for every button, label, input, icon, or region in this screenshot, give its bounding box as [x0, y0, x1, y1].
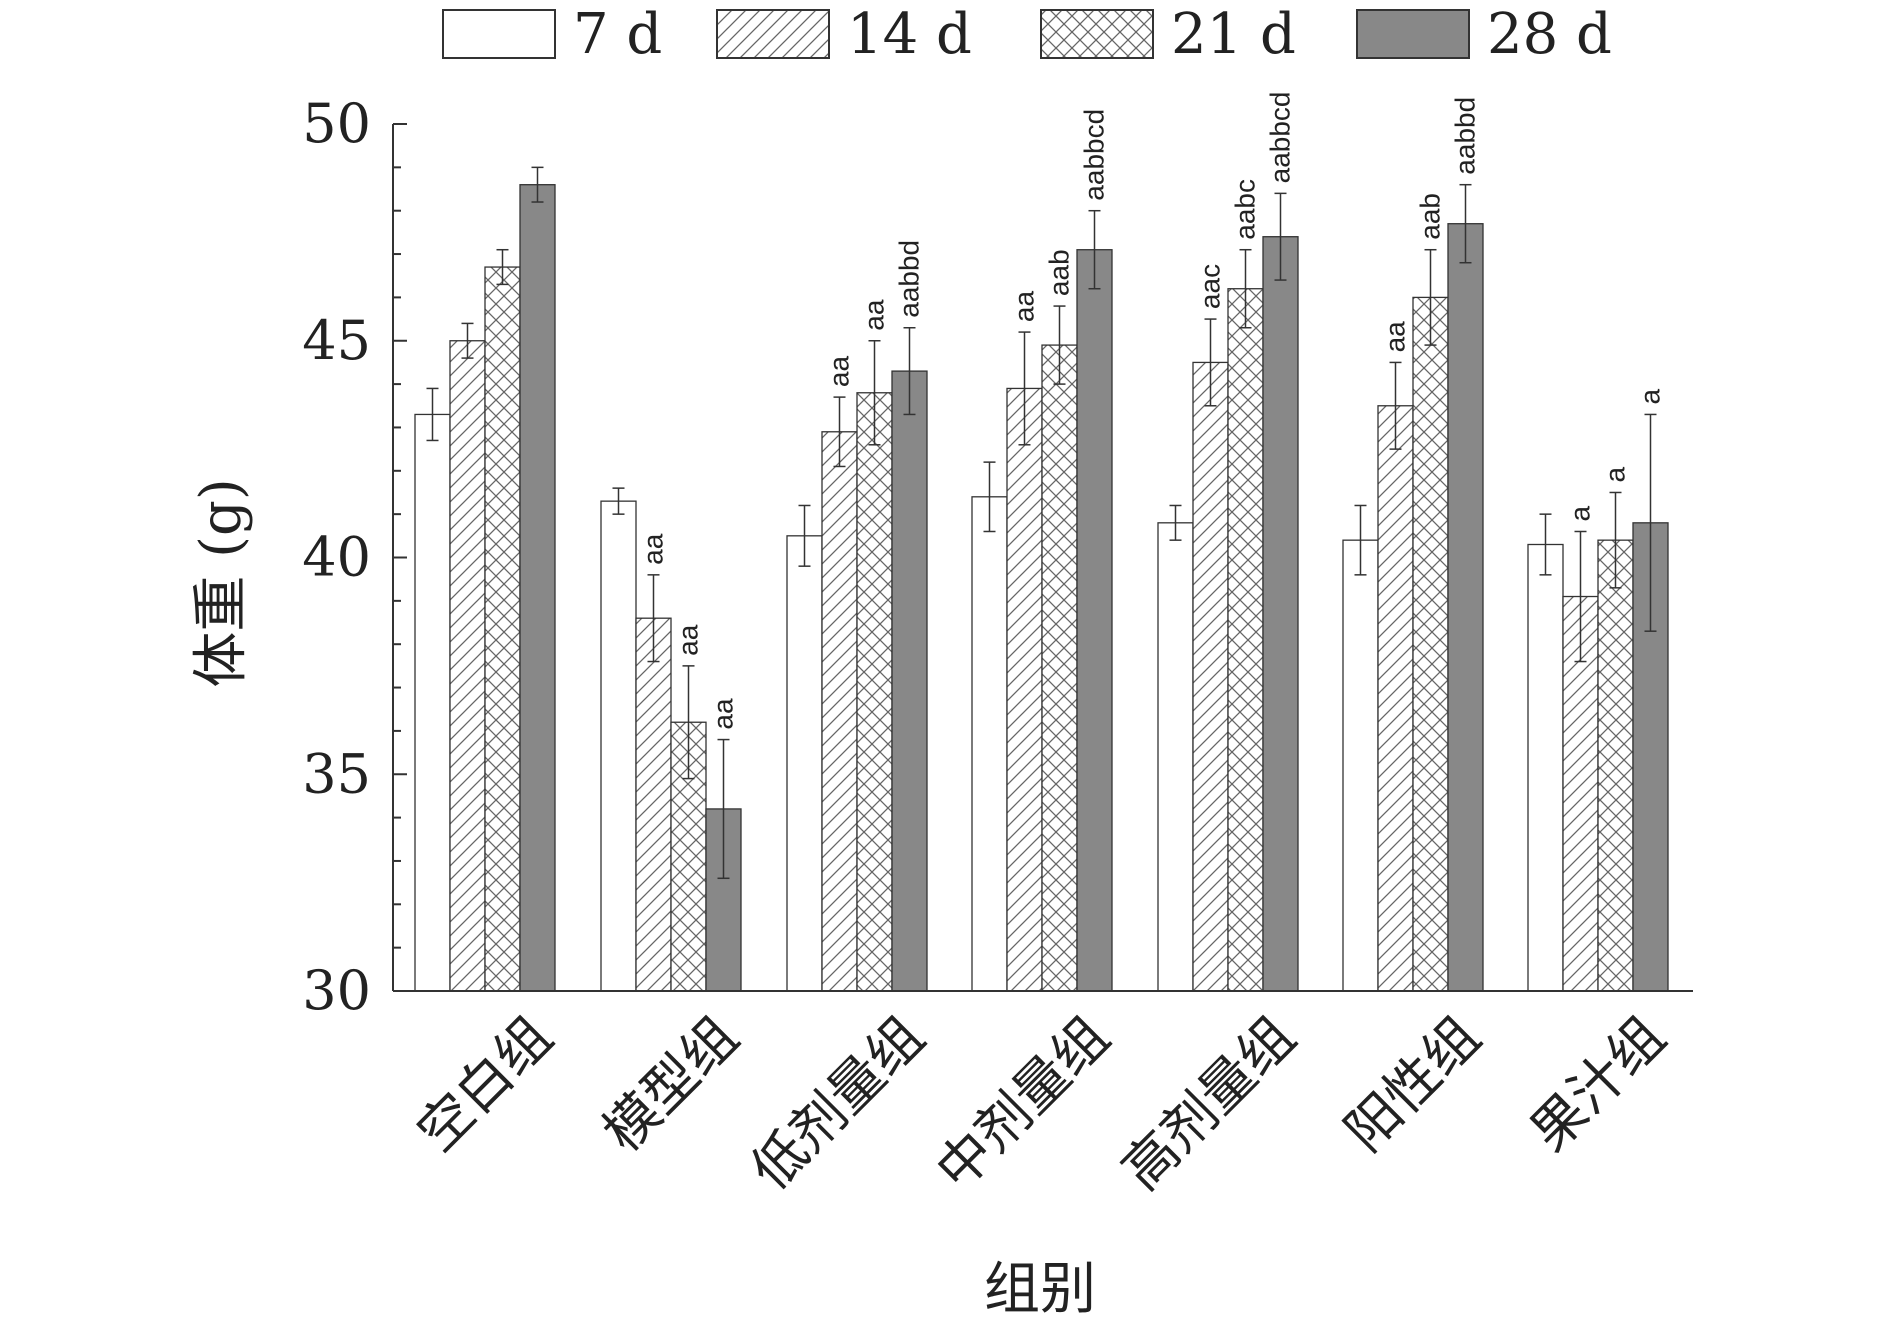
bar	[449, 340, 486, 992]
significance-label: aabbd	[894, 240, 925, 318]
bar-group: aa aa aa	[600, 487, 742, 992]
y-axis-label: 体重 (g)	[189, 478, 254, 687]
bar	[971, 496, 1008, 992]
bar	[600, 500, 637, 992]
legend-swatch	[716, 9, 830, 59]
x-tick-label: 模型组	[591, 1005, 750, 1164]
legend-label: 28 d	[1487, 2, 1612, 67]
bar-group	[414, 166, 556, 992]
significance-label: a	[1600, 466, 1631, 482]
legend-swatch	[1040, 9, 1154, 59]
x-tick-label: 高剂量组	[1110, 1005, 1307, 1202]
legend-label: 14 d	[847, 2, 972, 67]
bar	[1192, 361, 1229, 992]
legend: 7 d 14 d 21 d 28 d	[442, 2, 1612, 67]
legend-item: 7 d	[442, 2, 662, 67]
legend-item: 28 d	[1356, 2, 1612, 67]
bar	[1076, 249, 1113, 992]
significance-label: aa	[1009, 291, 1040, 323]
x-axis-label: 组别	[984, 1257, 1096, 1322]
significance-label: aa	[638, 533, 669, 565]
bar	[1377, 405, 1414, 992]
legend-label: 7 d	[573, 2, 662, 67]
significance-label: aab	[1415, 193, 1446, 240]
significance-label: aab	[1044, 249, 1075, 296]
bar	[1447, 223, 1484, 992]
legend-item: 14 d	[716, 2, 972, 67]
significance-label: aa	[824, 356, 855, 388]
legend-swatch	[1356, 9, 1470, 59]
legend-label: 21 d	[1171, 2, 1296, 67]
bar-group: a a a	[1527, 388, 1669, 992]
significance-label: a	[1565, 505, 1596, 521]
legend-swatch	[442, 9, 556, 59]
x-tick-label: 阳性组	[1333, 1005, 1492, 1164]
x-tick-label: 空白组	[405, 1005, 564, 1164]
significance-label: a	[1635, 388, 1666, 404]
bar	[1527, 543, 1564, 992]
bar	[635, 617, 672, 992]
significance-label: aa	[708, 698, 739, 730]
significance-label: aa	[1380, 321, 1411, 353]
x-tick-label: 低剂量组	[739, 1005, 936, 1202]
y-tick-label: 40	[302, 526, 371, 589]
bar	[1006, 387, 1043, 992]
bar	[414, 413, 451, 992]
significance-label: aabc	[1230, 179, 1261, 240]
legend-item: 21 d	[1040, 2, 1296, 67]
y-tick-label: 45	[302, 309, 371, 372]
axes: 30 35 40 45 50	[302, 92, 1693, 1022]
bar	[821, 431, 858, 992]
x-tick-label: 中剂量组	[924, 1005, 1121, 1202]
significance-label: aa	[859, 299, 890, 331]
y-tick-label: 50	[302, 92, 371, 155]
significance-label: aabbd	[1450, 97, 1481, 175]
bar	[1227, 288, 1264, 992]
bar	[484, 266, 521, 992]
y-tick-label: 35	[302, 742, 371, 805]
bar	[1262, 236, 1299, 992]
bar	[786, 535, 823, 992]
significance-label: aabbcd	[1265, 91, 1296, 183]
bar	[891, 370, 928, 992]
bar	[519, 184, 556, 992]
significance-label: aabbcd	[1079, 109, 1110, 201]
y-tick-label: 30	[302, 959, 371, 1022]
x-tick-label: 果汁组	[1518, 1005, 1677, 1164]
significance-label: aac	[1195, 264, 1226, 309]
bar	[1342, 539, 1379, 992]
bar	[1041, 344, 1078, 992]
significance-label: aa	[673, 624, 704, 656]
bar	[1597, 539, 1634, 992]
bar	[856, 392, 893, 992]
bar	[1412, 296, 1449, 992]
bar	[1157, 522, 1194, 992]
